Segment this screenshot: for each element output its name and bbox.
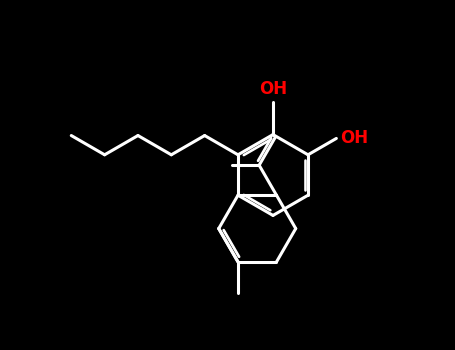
- Text: OH: OH: [259, 80, 287, 98]
- Text: OH: OH: [340, 130, 369, 147]
